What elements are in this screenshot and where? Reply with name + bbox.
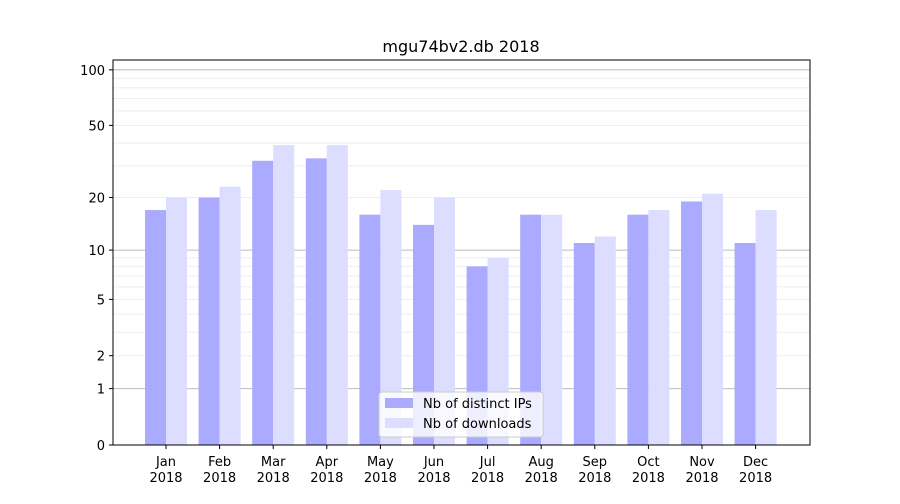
x-tick-label-line: Feb [208, 455, 231, 470]
bar-downloads [380, 190, 402, 445]
x-tick-label-line: Dec [743, 455, 768, 470]
legend-box [378, 391, 544, 438]
x-tick-label-line: Nov [689, 455, 715, 470]
x-tick-label-line: Apr [316, 455, 339, 470]
y-tick-label: 100 [80, 64, 105, 79]
bar-downloads [326, 145, 348, 446]
x-tick-label-line: 2018 [685, 471, 718, 486]
x-tick-label-line: Sep [583, 455, 608, 470]
x-tick-label: May 2018 [364, 455, 397, 486]
bar-downloads [434, 197, 455, 445]
y-tick-label: 20 [88, 192, 105, 207]
bar-downloads [702, 193, 723, 445]
x-tick-label: Feb 2018 [203, 455, 236, 486]
bar-ips [359, 214, 381, 445]
x-tick-label-line: Aug [529, 455, 554, 470]
y-tick-label: 1 [97, 383, 105, 398]
x-tick-label: Jun 2018 [417, 455, 450, 486]
bar-ips [520, 214, 542, 445]
chart-title: mgu74bv2.db 2018 [382, 37, 539, 56]
bar-downloads [166, 197, 187, 445]
bar-ips [198, 197, 220, 445]
x-tick-label: Apr 2018 [310, 455, 343, 486]
x-tick-label-line: 2018 [203, 471, 236, 486]
bar-ips [413, 224, 434, 445]
x-tick-label-line: 2018 [632, 471, 665, 486]
bar-ips [145, 210, 166, 445]
y-tick-label: 10 [88, 244, 105, 259]
x-tick-label: Nov 2018 [685, 455, 718, 486]
bar-downloads [219, 186, 241, 446]
bar-ips [734, 243, 756, 445]
bar-ips [681, 201, 702, 445]
x-tick-label: Dec 2018 [739, 455, 772, 486]
x-tick-label-line: Jul [479, 455, 496, 470]
x-tick-label-line: Jun [423, 455, 444, 470]
bar-downloads [594, 236, 616, 445]
legend-label: Nb of distinct IPs [423, 397, 532, 412]
x-tick-label-line: May [367, 455, 394, 470]
x-tick-label: Aug 2018 [525, 455, 558, 486]
x-tick-label-line: 2018 [578, 471, 611, 486]
bar-downloads [541, 214, 563, 445]
x-tick-label-line: Oct [637, 455, 659, 470]
x-tick-label-line: 2018 [417, 471, 450, 486]
x-tick-label-line: Mar [261, 455, 286, 470]
x-tick-label: Sep 2018 [578, 455, 611, 486]
y-tick-label: 0 [97, 439, 105, 454]
x-tick-label-line: 2018 [310, 471, 343, 486]
legend-label: Nb of downloads [423, 417, 532, 432]
x-tick-label-line: Jan [155, 455, 176, 470]
bar-ips [305, 158, 327, 445]
bar-downloads [648, 210, 670, 445]
x-tick-label-line: 2018 [525, 471, 558, 486]
bar-downloads [755, 210, 777, 445]
x-tick-label-line: 2018 [364, 471, 397, 486]
x-tick-label-line: 2018 [257, 471, 290, 486]
bar-ips [573, 243, 595, 445]
plot-frame [112, 59, 811, 446]
y-tick-label: 50 [88, 119, 105, 134]
x-tick-label-line: 2018 [149, 471, 182, 486]
x-tick-label: Jan 2018 [149, 455, 182, 486]
bar-downloads [273, 145, 295, 446]
legend-swatch [385, 418, 413, 428]
y-tick-label: 2 [97, 350, 105, 365]
x-tick-label: Jul 2018 [471, 455, 504, 486]
bar-ips [252, 160, 274, 445]
x-tick-label-line: 2018 [471, 471, 504, 486]
x-tick-label: Mar 2018 [257, 455, 290, 486]
y-tick-label: 5 [97, 293, 105, 308]
x-tick-label: Oct 2018 [632, 455, 665, 486]
legend-swatch [385, 398, 413, 408]
bar-ips [627, 214, 649, 445]
x-tick-label-line: 2018 [739, 471, 772, 486]
